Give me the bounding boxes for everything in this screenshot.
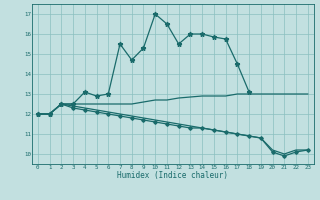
X-axis label: Humidex (Indice chaleur): Humidex (Indice chaleur) [117, 171, 228, 180]
